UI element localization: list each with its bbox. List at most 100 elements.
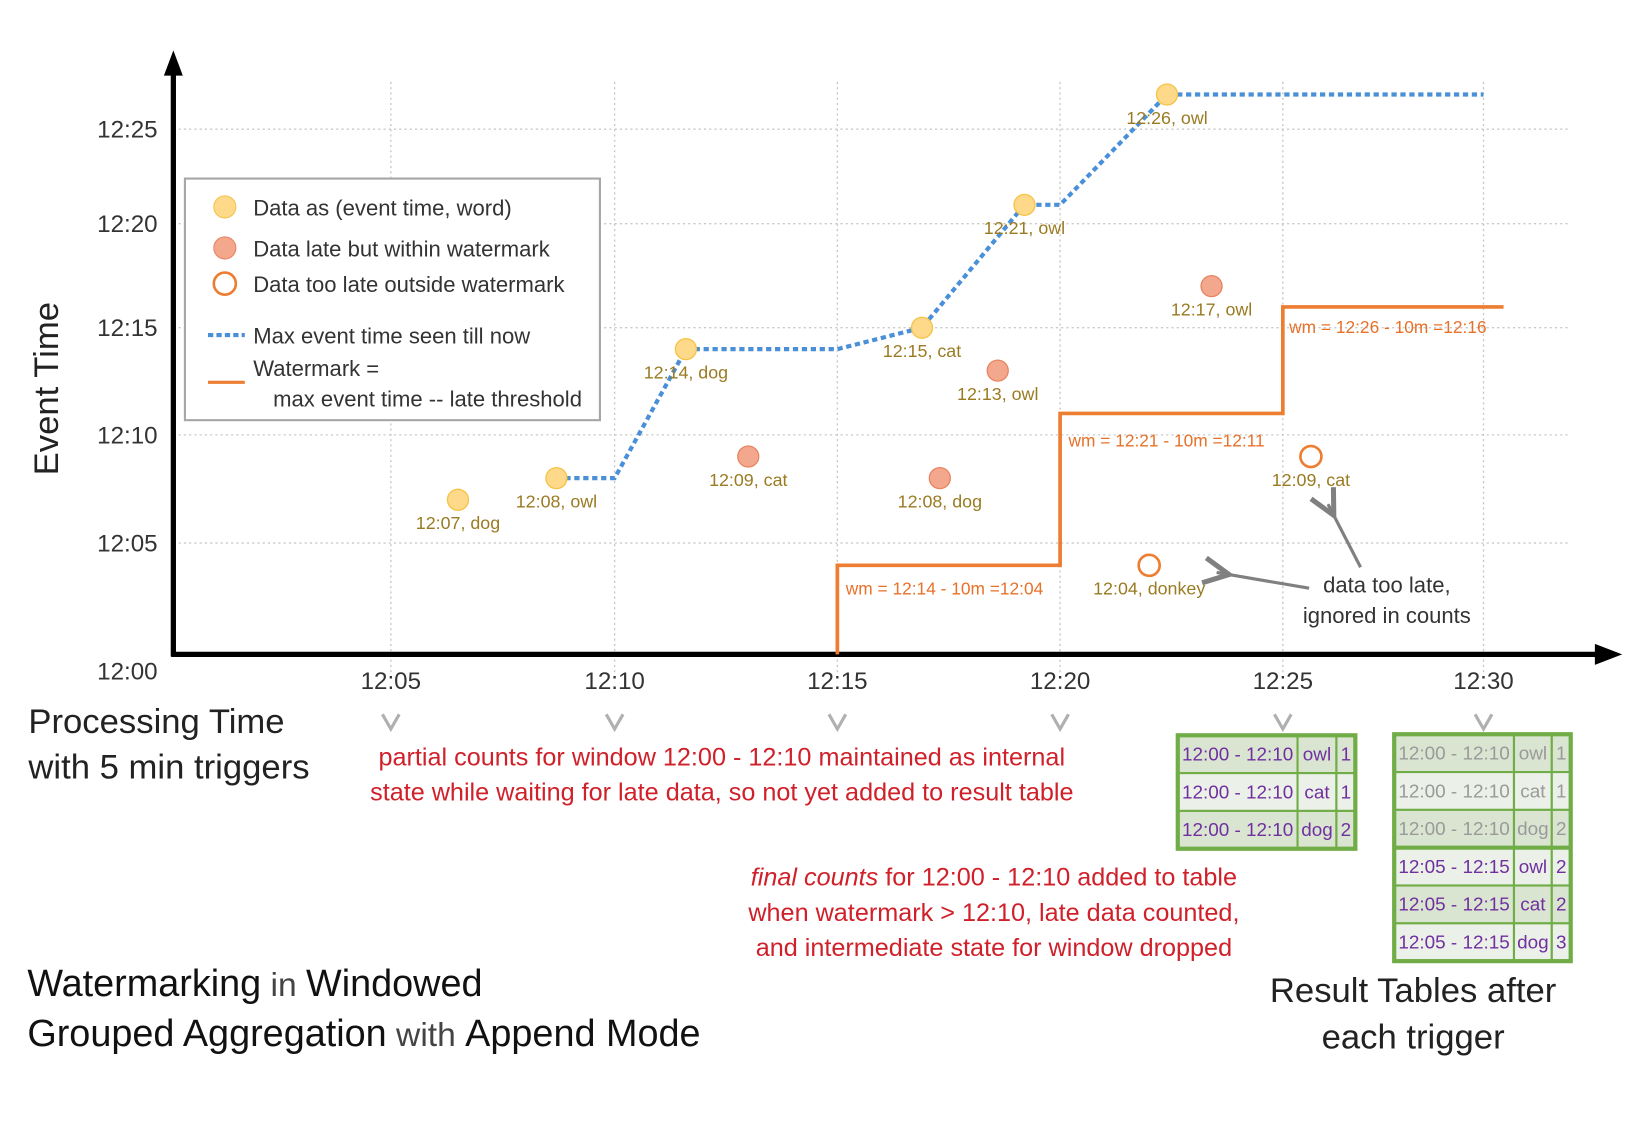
- y-tick-label: 12:10: [97, 422, 157, 449]
- table-cell: [1512, 884, 1553, 925]
- trigger-down-arrow-icon: [381, 713, 401, 733]
- on-time-data-marker: [674, 338, 698, 361]
- table-cell-text: owl: [1519, 857, 1547, 878]
- final-note-line2: when watermark > 12:10, late data counte…: [747, 899, 1239, 927]
- partial-note-line2: state while waiting for late data, so no…: [370, 778, 1073, 806]
- table-cell-text: owl: [1519, 743, 1547, 764]
- title-segment: in: [261, 967, 306, 1004]
- data-point: 12:08, dog: [898, 467, 982, 512]
- data-point-label: 12:08, owl: [516, 492, 597, 512]
- table-border: [1175, 733, 1358, 851]
- table-cell-text: 12:00 - 12:10: [1182, 745, 1293, 766]
- late-data-marker: [986, 359, 1009, 382]
- data-point-label: 12:09, cat: [1272, 470, 1350, 490]
- too-late-data-icon: [212, 271, 238, 296]
- table-row: 12:00 - 12:10 dog 2: [1393, 808, 1572, 849]
- result-tables-caption-line2: each trigger: [1322, 1018, 1505, 1056]
- data-point-label: 12:26, owl: [1126, 108, 1207, 128]
- data-point: 12:21, owl: [984, 193, 1065, 238]
- final-counts-emphasis: final counts: [751, 864, 879, 892]
- table-cell-text: 2: [1341, 820, 1352, 841]
- data-point: 12:09, cat: [709, 445, 787, 490]
- on-time-data-marker: [1155, 83, 1179, 106]
- table-cell: [1393, 733, 1516, 774]
- data-point-label: 12:09, cat: [709, 470, 787, 490]
- legend: Data as (event time, word) Data late but…: [183, 177, 601, 422]
- data-point: 12:07, dog: [416, 488, 500, 533]
- table-row: 12:00 - 12:10 owl 1: [1176, 734, 1357, 775]
- table-cell-text: 1: [1556, 781, 1567, 802]
- legend-watermark-def: max event time -- late threshold: [273, 387, 582, 412]
- legend-late: Data late but within watermark: [253, 236, 551, 261]
- trigger-down-arrow-icon: [1273, 713, 1293, 733]
- table-cell-text: owl: [1303, 745, 1331, 766]
- table-row: 12:00 - 12:10 cat 1: [1176, 772, 1357, 812]
- on-time-data-marker: [446, 488, 470, 511]
- x-axis-arrow-icon: [1594, 643, 1623, 665]
- max-event-time-line: [556, 92, 1484, 481]
- table-cell-text: dog: [1517, 933, 1549, 954]
- table-row: 12:05 - 12:15 cat 2: [1393, 884, 1572, 925]
- y-tick-label: 12:20: [97, 211, 157, 238]
- table-cell-text: 2: [1556, 895, 1567, 916]
- data-point: 12:09, cat: [1272, 444, 1350, 490]
- table-cell-text: 12:05 - 12:15: [1398, 933, 1509, 954]
- x-tick-label: 12:20: [1030, 668, 1090, 695]
- late-data-marker: [737, 445, 760, 468]
- data-point-label: 12:15, cat: [883, 341, 961, 361]
- table-cell-text: 2: [1556, 819, 1567, 840]
- pointer-arrow-cat: [1328, 504, 1362, 568]
- x-axis-label-line1: Processing Time: [28, 703, 284, 741]
- table-cell-text: 2: [1556, 857, 1567, 878]
- legend-box: [183, 177, 601, 422]
- table-cell-text: 12:00 - 12:10: [1398, 743, 1509, 764]
- title-segment: Grouped Aggregation: [27, 1013, 386, 1055]
- x-tick-label: 12:05: [361, 668, 421, 695]
- table-row: 12:00 - 12:10 cat 1: [1393, 771, 1572, 811]
- x-tick-label: 12:10: [584, 668, 644, 695]
- title-segment: Watermarking: [27, 963, 261, 1005]
- result-table-12-30: 12:00 - 12:10 owl 112:00 - 12:10 cat 112:00 …: [1392, 732, 1573, 964]
- table-cell-text: 12:00 - 12:10: [1398, 781, 1509, 802]
- y-axis-label: Event Time: [28, 302, 66, 475]
- x-tick-label: 12:30: [1453, 668, 1513, 695]
- final-note-line1: final counts for 12:00 - 12:10 added to …: [751, 864, 1237, 892]
- on-time-data-marker: [1013, 193, 1036, 216]
- watermark-line: [835, 305, 1504, 655]
- table-cell-text: cat: [1520, 781, 1546, 802]
- data-point-label: 12:14, dog: [644, 363, 728, 383]
- watermark-label-3: wm = 12:26 - 10m =12:16: [1288, 317, 1486, 337]
- table-row: 12:00 - 12:10 owl 1: [1393, 733, 1572, 774]
- y-axis-arrow-icon: [163, 50, 183, 76]
- final-note-line3: and intermediate state for window droppe…: [756, 934, 1232, 962]
- table-cell-text: 1: [1341, 745, 1352, 766]
- data-point-label: 12:17, owl: [1171, 300, 1252, 320]
- table-cell-text: cat: [1520, 895, 1546, 916]
- table-cell-text: 12:05 - 12:15: [1398, 857, 1509, 878]
- title-segment: with: [387, 1017, 465, 1054]
- late-data-marker: [928, 467, 951, 490]
- late-data-marker: [1200, 274, 1223, 298]
- data-point-label: 12:13, owl: [957, 384, 1038, 404]
- trigger-down-arrow-icon: [827, 713, 848, 733]
- table-cell-text: dog: [1301, 820, 1333, 841]
- x-axis-label-line2: with 5 min triggers: [27, 748, 309, 786]
- diagram-title-line1: Watermarking in Windowed: [27, 963, 482, 1005]
- final-note-text: for 12:00 - 12:10 added to table: [878, 864, 1237, 892]
- too-late-note-line1: data too late,: [1323, 572, 1450, 597]
- too-late-data-marker: [1137, 553, 1162, 578]
- table-cell-text: 12:05 - 12:15: [1398, 895, 1509, 916]
- trigger-down-arrow-icon: [604, 713, 625, 733]
- table-cell: [1393, 884, 1516, 925]
- table-cell-text: 12:00 - 12:10: [1398, 819, 1509, 840]
- data-point-label: 12:21, owl: [984, 218, 1065, 238]
- data-point: 12:08, owl: [516, 467, 597, 512]
- data-point: 12:26, owl: [1126, 83, 1208, 128]
- y-tick-label: 12:05: [97, 530, 157, 557]
- trigger-arrows: [381, 713, 1494, 733]
- table-cell-text: 12:00 - 12:10: [1182, 820, 1293, 841]
- table-cell-text: cat: [1304, 782, 1330, 803]
- legend-too-late: Data too late outside watermark: [253, 272, 565, 297]
